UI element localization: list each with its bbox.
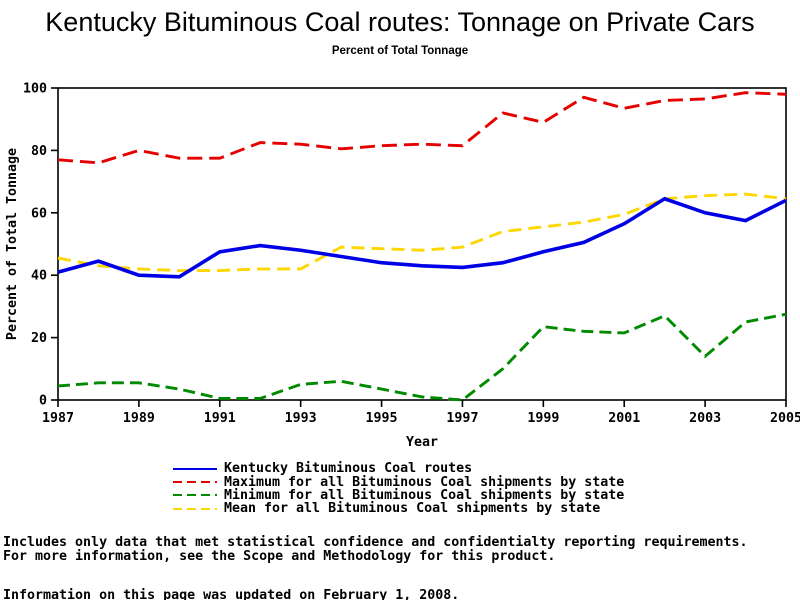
svg-text:80: 80 [31, 144, 47, 159]
footnote-line-2: For more information, see the Scope and … [3, 548, 556, 564]
svg-text:20: 20 [31, 331, 47, 346]
svg-text:1995: 1995 [366, 411, 398, 426]
svg-text:Percent of Total Tonnage: Percent of Total Tonnage [5, 148, 20, 340]
legend-swatch-dashed-line [173, 507, 217, 510]
svg-text:1997: 1997 [446, 411, 478, 426]
svg-text:60: 60 [31, 206, 47, 221]
legend-item-label: Minimum for all Bituminous Coal shipment… [224, 487, 625, 503]
svg-text:1991: 1991 [204, 411, 236, 426]
legend-item-kentucky-routes: Kentucky Bituminous Coal routes [172, 461, 624, 477]
legend-item-mean: Mean for all Bituminous Coal shipments b… [172, 501, 624, 517]
svg-text:2003: 2003 [689, 411, 721, 426]
svg-text:1987: 1987 [42, 411, 74, 426]
legend-swatch-dashed-line [173, 481, 217, 484]
svg-text:40: 40 [31, 269, 47, 284]
legend-item-minimum: Minimum for all Bituminous Coal shipment… [172, 487, 625, 503]
line-chart: 0 20 40 60 80 100 1987 1989 1991 1993 1995 1997 1999… [5, 82, 800, 451]
legend-swatch-dashed-line [173, 494, 217, 497]
chart-subtitle: Percent of Total Tonnage [331, 45, 469, 57]
legend-item-label: Maximum for all Bituminous Coal shipment… [224, 474, 625, 490]
chart-title: Kentucky Bituminous Coal routes: Tonnage… [45, 7, 755, 37]
footnote-updated-date: Information on this page was updated on … [3, 588, 460, 600]
svg-text:100: 100 [23, 82, 47, 97]
footnote-line-1: Includes only data that met statistical … [3, 535, 748, 550]
svg-text:1993: 1993 [285, 411, 317, 426]
svg-text:Year: Year [406, 435, 438, 450]
footnotes: Includes only data that met statistical … [3, 536, 748, 600]
svg-text:2005: 2005 [770, 411, 800, 426]
svg-text:1999: 1999 [527, 411, 559, 426]
legend-swatch-solid-line [173, 467, 217, 470]
legend-item-label: Kentucky Bituminous Coal routes [224, 461, 473, 477]
legend-item-maximum: Maximum for all Bituminous Coal shipment… [172, 474, 625, 490]
svg-text:0: 0 [39, 394, 47, 409]
legend: Kentucky Bituminous Coal routes Maximum … [172, 461, 625, 517]
svg-text:2001: 2001 [608, 411, 640, 426]
legend-item-label: Mean for all Bituminous Coal shipments b… [224, 501, 601, 517]
svg-text:1989: 1989 [123, 411, 155, 426]
